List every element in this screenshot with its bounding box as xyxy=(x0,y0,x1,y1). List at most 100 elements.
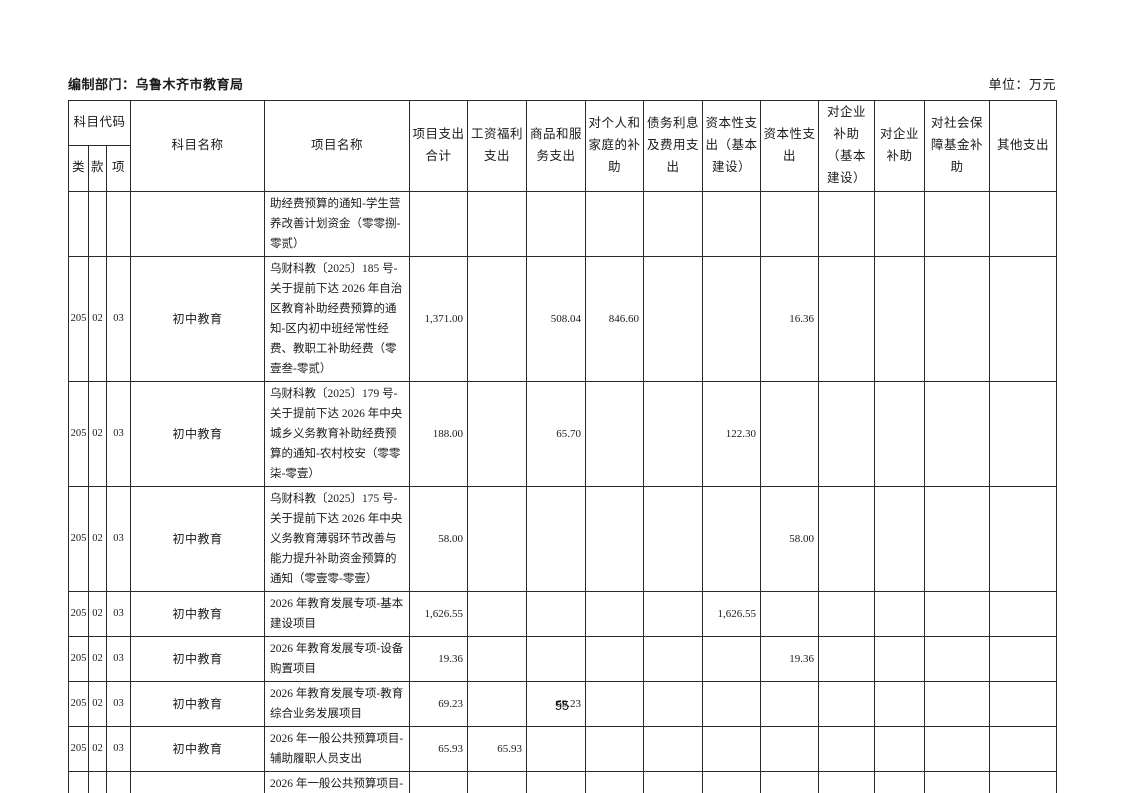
cell-project-name: 2026 年教育发展专项-基本建设项目 xyxy=(264,590,411,637)
cell-value-8 xyxy=(874,590,926,637)
cell-subject-name xyxy=(130,190,266,257)
table-row: 205 02 03 初中教育 乌财科教〔2025〕179 号-关于提前下达 2026 年… xyxy=(68,380,1058,487)
header-value-col-9: 对社会保障基金补助 xyxy=(924,100,991,192)
cell-project-name: 2026 年一般公共预算项目-辅助履职人员支出 xyxy=(264,725,411,772)
cell-value-1 xyxy=(467,680,528,727)
cell-value-2 xyxy=(526,590,587,637)
cell-value-4 xyxy=(643,380,704,487)
cell-project-name: 乌财科教〔2025〕179 号-关于提前下达 2026 年中央城乡义务教育补助经… xyxy=(264,380,411,487)
header-subject-code: 科目代码 xyxy=(67,99,132,147)
cell-value-5 xyxy=(702,725,762,772)
cell-value-2 xyxy=(526,190,587,257)
cell-subject-name: 初中教育 xyxy=(130,255,266,382)
cell-value-10 xyxy=(989,635,1058,682)
table-row: 205 02 03 初中教育 乌财科教〔2025〕175 号-关于提前下达 2026 年… xyxy=(68,485,1058,592)
cell-value-5 xyxy=(702,680,762,727)
cell-value-4 xyxy=(643,255,704,382)
cell-subject-name: 初中教育 xyxy=(130,635,266,682)
cell-value-2: 508.04 xyxy=(526,255,587,382)
budget-table: 科目代码 科目名称 项目名称 项目支出合计 工资福利支出 商品和服务支出 对个人和家庭… xyxy=(67,99,1058,793)
cell-value-9 xyxy=(924,770,991,793)
cell-value-9 xyxy=(924,255,991,382)
cell-value-2: 247.34 xyxy=(526,770,587,793)
cell-value-8 xyxy=(874,255,926,382)
cell-value-0: 69.23 xyxy=(409,680,469,727)
cell-project-name: 2026 年教育发展专项-设备购置项目 xyxy=(264,635,411,682)
cell-value-8 xyxy=(874,485,926,592)
cell-value-5 xyxy=(702,255,762,382)
header-code-col-0: 类 xyxy=(68,145,89,192)
cell-value-3 xyxy=(585,770,645,793)
cell-value-1 xyxy=(467,485,528,592)
cell-value-6 xyxy=(760,725,820,772)
cell-value-9 xyxy=(924,725,991,772)
cell-value-9 xyxy=(924,485,991,592)
header-value-col-8: 对企业补助 xyxy=(874,100,926,192)
table-row: 助经费预算的通知-学生营养改善计划资金（零零捌-零贰） xyxy=(68,190,1058,257)
cell-code-class: 205 xyxy=(68,485,89,592)
cell-code-class: 205 xyxy=(68,635,89,682)
cell-value-5: 1,626.55 xyxy=(702,590,762,637)
cell-code-item: 03 xyxy=(105,590,132,637)
cell-code-class: 205 xyxy=(68,380,89,487)
header-subject-name: 科目名称 xyxy=(130,100,266,192)
cell-value-1 xyxy=(467,590,528,637)
cell-value-7 xyxy=(818,190,876,257)
cell-value-6 xyxy=(760,680,820,727)
cell-value-0 xyxy=(409,190,469,257)
cell-value-0: 188.00 xyxy=(409,380,469,487)
cell-value-1 xyxy=(467,255,528,382)
cell-value-6 xyxy=(760,770,820,793)
cell-value-3: 846.60 xyxy=(585,255,645,382)
cell-value-8 xyxy=(874,680,926,727)
cell-value-0: 1,626.55 xyxy=(409,590,469,637)
cell-value-7 xyxy=(818,635,876,682)
cell-value-1: 65.93 xyxy=(467,725,528,772)
cell-value-8 xyxy=(874,725,926,772)
cell-code-class: 205 xyxy=(68,725,89,772)
header-value-col-5: 资本性支出（基本建设） xyxy=(702,100,762,192)
header-value-col-10: 其他支出 xyxy=(989,100,1058,192)
cell-value-8 xyxy=(874,770,926,793)
cell-value-6 xyxy=(760,190,820,257)
cell-value-3 xyxy=(585,635,645,682)
cell-value-10 xyxy=(989,255,1058,382)
cell-value-9 xyxy=(924,590,991,637)
cell-value-6 xyxy=(760,590,820,637)
cell-value-5 xyxy=(702,635,762,682)
cell-value-1: 46.92 xyxy=(467,770,528,793)
cell-value-3 xyxy=(585,190,645,257)
header-value-col-0: 项目支出合计 xyxy=(409,100,469,192)
cell-value-0: 294.26 xyxy=(409,770,469,793)
cell-code-item xyxy=(105,190,132,257)
header-code-col-2: 项 xyxy=(105,145,132,192)
cell-code-section: 02 xyxy=(88,680,107,727)
cell-subject-name: 初中教育 xyxy=(130,380,266,487)
table-body: 助经费预算的通知-学生营养改善计划资金（零零捌-零贰） 205 02 03 初中教育 乌财… xyxy=(68,190,1058,793)
page-number: 55 xyxy=(555,699,569,713)
cell-code-item: 03 xyxy=(105,770,132,793)
cell-value-3 xyxy=(585,380,645,487)
table-row: 205 02 03 初中教育 2026 年教育发展专项-设备购置项目 19.36 19.36 xyxy=(68,635,1058,682)
cell-value-10 xyxy=(989,380,1058,487)
cell-value-5 xyxy=(702,770,762,793)
cell-code-class: 205 xyxy=(68,255,89,382)
cell-subject-name: 初中教育 xyxy=(130,680,266,727)
cell-value-2: 65.70 xyxy=(526,380,587,487)
cell-value-0: 65.93 xyxy=(409,725,469,772)
cell-value-8 xyxy=(874,380,926,487)
header-value-col-6: 资本性支出 xyxy=(760,100,820,192)
cell-value-8 xyxy=(874,190,926,257)
table-row: 205 02 03 初中教育 2026 年一般公共预算项目-辅助履职人员支出 65.93 6… xyxy=(68,725,1058,772)
cell-value-4 xyxy=(643,590,704,637)
header-value-col-2: 商品和服务支出 xyxy=(526,100,587,192)
cell-subject-name: 初中教育 xyxy=(130,590,266,637)
cell-code-section: 02 xyxy=(88,485,107,592)
cell-value-10 xyxy=(989,590,1058,637)
cell-value-2 xyxy=(526,725,587,772)
department-label: 编制部门：乌鲁木齐市教育局 xyxy=(68,77,244,92)
header-value-col-4: 债务利息及费用支出 xyxy=(643,100,704,192)
cell-value-3 xyxy=(585,485,645,592)
cell-project-name: 乌财科教〔2025〕185 号-关于提前下达 2026 年自治区教育补助经费预算… xyxy=(264,255,411,382)
